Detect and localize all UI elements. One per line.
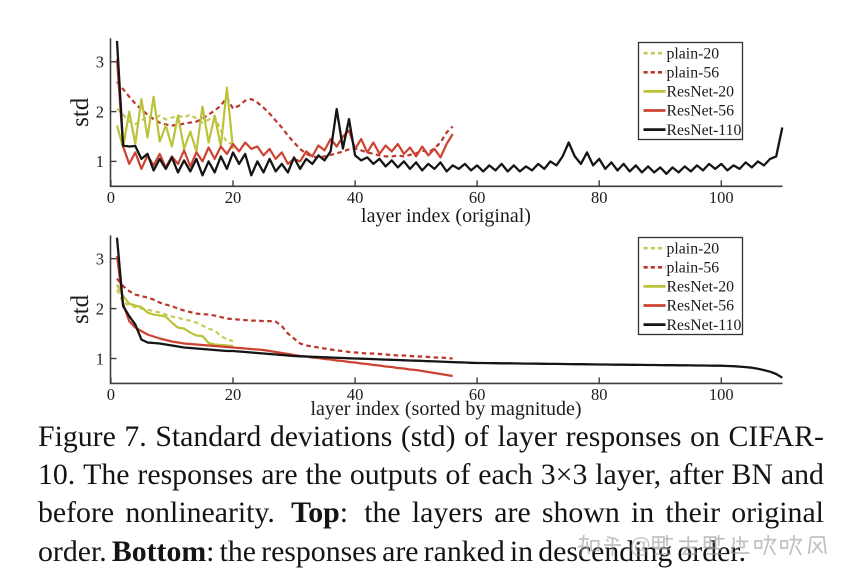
svg-text:80: 80 (591, 188, 608, 207)
svg-text:ResNet-56: ResNet-56 (667, 298, 735, 315)
svg-text:20: 20 (225, 385, 242, 404)
svg-text:60: 60 (469, 385, 486, 404)
svg-text:2: 2 (96, 299, 104, 318)
svg-text:plain-20: plain-20 (667, 45, 720, 62)
svg-text:100: 100 (709, 188, 734, 207)
svg-text:ResNet-20: ResNet-20 (667, 84, 735, 101)
svg-text:40: 40 (347, 385, 364, 404)
svg-text:20: 20 (225, 188, 242, 207)
svg-text:std: std (67, 97, 94, 127)
svg-text:layer index (original): layer index (original) (361, 205, 531, 227)
svg-text:ResNet-110: ResNet-110 (667, 317, 742, 334)
svg-text:0: 0 (107, 188, 115, 207)
svg-text:3: 3 (96, 250, 104, 269)
svg-text:@: @ (629, 533, 651, 558)
svg-text:ResNet-20: ResNet-20 (667, 279, 735, 296)
svg-text:1: 1 (96, 152, 104, 171)
svg-text:3: 3 (96, 53, 104, 72)
svg-text:2: 2 (96, 102, 104, 121)
svg-text:plain-20: plain-20 (667, 240, 720, 257)
svg-text:1: 1 (96, 349, 104, 368)
svg-text:40: 40 (347, 188, 364, 207)
svg-text:ResNet-56: ResNet-56 (667, 103, 735, 120)
svg-text:std: std (67, 294, 94, 324)
svg-text:layer index (sorted by magnitu: layer index (sorted by magnitude) (310, 398, 581, 420)
svg-text:0: 0 (107, 385, 115, 404)
svg-text:plain-56: plain-56 (667, 260, 720, 277)
svg-text:100: 100 (709, 385, 734, 404)
svg-text:plain-56: plain-56 (667, 65, 720, 82)
svg-text:60: 60 (469, 188, 486, 207)
svg-text:80: 80 (591, 385, 608, 404)
svg-text:ResNet-110: ResNet-110 (667, 122, 742, 139)
